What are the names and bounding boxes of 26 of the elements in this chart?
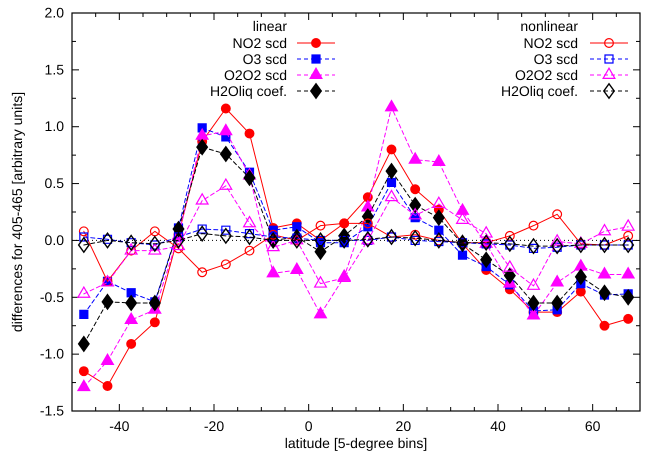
x-axis-title: latitude [5-degree bins]	[284, 435, 428, 451]
x-tick-label: -40	[109, 418, 130, 434]
legend-label: O2O2 scd	[514, 67, 578, 83]
legend-label: O2O2 scd	[224, 67, 287, 83]
x-tick-label: -20	[204, 418, 224, 434]
annotation: linear	[252, 18, 288, 34]
y-tick-label: 2.0	[44, 4, 64, 20]
x-tick-label: 40	[490, 418, 506, 434]
x-tick-label: 20	[396, 418, 412, 434]
y-tick-label: 1.5	[44, 61, 64, 78]
x-tick-label: 60	[584, 418, 601, 434]
y-tick-label: -1.0	[40, 346, 64, 362]
y-tick-label: 0.0	[44, 232, 64, 248]
y-tick-label: -1.5	[40, 402, 64, 418]
x-tick-label: 0	[304, 418, 313, 434]
legend-label: NO2 scd	[232, 35, 287, 51]
legend-label: H2Oliq coef.	[500, 83, 578, 99]
y-tick-label: 0.5	[44, 175, 64, 192]
legend-label: NO2 scd	[524, 35, 578, 51]
annotation: nonlinear	[520, 18, 578, 34]
y-tick-label: 1.0	[44, 118, 64, 134]
legend-label: H2Oliq coef.	[210, 83, 287, 99]
y-tick-label: -0.5	[40, 288, 64, 305]
legend-label: O3 scd	[534, 51, 578, 67]
legend-label: O3 scd	[242, 51, 287, 67]
y-axis-title: differences for 405-465 [arbitrary units]	[9, 92, 25, 332]
